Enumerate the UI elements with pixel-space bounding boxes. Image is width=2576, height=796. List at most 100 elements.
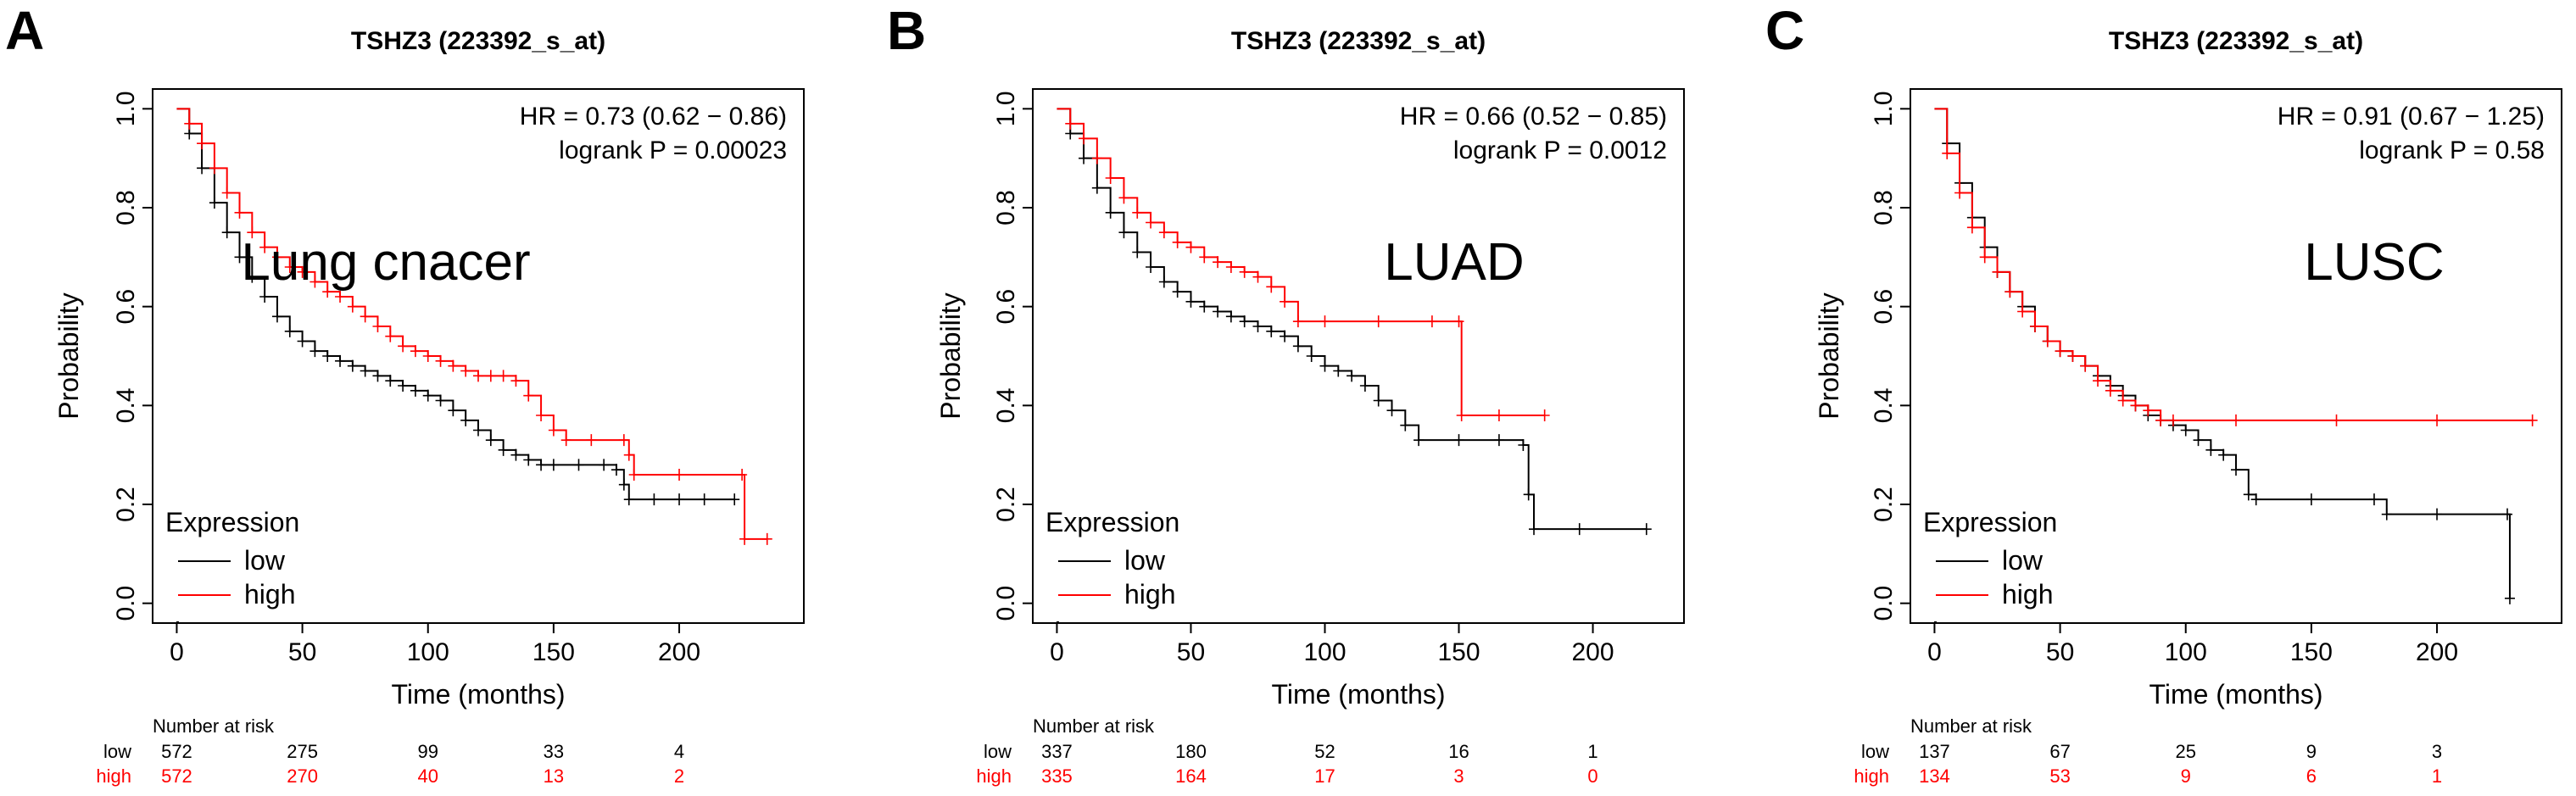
panel-b-series-low-point [1453,434,1464,447]
panel-a-series-low-point [234,251,245,264]
panel-a-risk-count-high: 13 [544,765,564,787]
panel-b-series-high-point [1118,192,1129,204]
panel-b-series-high-point [1239,265,1250,278]
panel-a-risk-row-label-low: low [103,741,131,762]
panel-a-series-high-point [674,469,685,481]
panel-c-series-high-point [2093,375,2104,387]
panel-a-series-low-point [611,464,622,476]
panel-b-series-low-point [1239,315,1250,328]
panel-b-risk-count-low: 52 [1314,741,1335,762]
panel-a-series-low-point [573,459,584,471]
panel-a-series-low-point [649,493,660,506]
panel-a-x-tick-label: 50 [288,638,316,666]
panel-a-risk-title: Number at risk [153,715,275,737]
panel-a-y-tick-label: 0.8 [112,190,140,225]
panel-c-series-high-point [2167,414,2178,426]
panel-a-series-high-point [460,365,471,377]
panel-b-series-low-point [1280,330,1291,342]
panel-a-series-high-point [473,370,483,382]
panel-a-series-high-point [297,265,308,278]
panel-a-series-high-point [628,469,639,481]
panel-b-annotation: LUAD [1384,233,1524,292]
panel-b-y-tick-label: 0.4 [992,387,1020,423]
panel-c-series-high-point [1979,251,1990,264]
panel-b-risk-count-high: 17 [1314,765,1335,787]
panel-c-y-tick-label: 0.2 [1870,487,1898,522]
panel-c-y-axis-label: Probability [1814,292,1844,419]
panel-a-series-low-point [510,448,521,461]
panel-a-series-high-point [536,409,547,421]
panel-a-series-low-point [209,197,220,209]
panel-b-series-low-point [1158,276,1169,288]
panel-b-series-low-point [1172,286,1183,298]
panel-b-series-low-point [1347,370,1358,382]
panel-c-risk-count-high: 1 [2432,765,2442,787]
panel-a-y-tick-label: 0.4 [112,387,140,423]
panel-a-series-high-point [385,330,396,342]
panel-b-series-low-point [1146,261,1157,273]
panel-a-series-low-point [599,459,610,471]
panel-a-series-high-point [398,340,409,353]
panel-a-series-low-point [699,493,710,506]
panel-c-x-tick-label: 100 [2165,638,2207,666]
panel-a-series-low-point [271,310,282,323]
panel-a-x-axis-label: Time (months) [391,679,565,710]
panel-c-risk-count-high: 134 [1919,765,1950,787]
panel-c-series-high-point [1942,147,1953,159]
panel-b-risk-row-label-high: high [976,765,1012,787]
panel-a-series-low-point [618,478,629,491]
panel-a-p-text: logrank P = 0.00023 [559,136,787,164]
panel-a-series-high-point [360,310,371,323]
panel-c-series-high-point [2155,414,2166,426]
panel-b-x-tick-label: 50 [1177,638,1205,666]
panel-a-series-high-point [410,345,421,358]
panel-b-series-low-point [1213,305,1224,318]
panel-c-series-high-point [2105,384,2116,397]
panel-a-series-high-point [761,532,772,545]
panel-b-series-low-point [1132,246,1143,259]
panel-c-x-axis-label: Time (months) [2149,679,2322,710]
panel-b-series-low-point [1118,226,1129,239]
panel-b-risk-count-high: 164 [1175,765,1207,787]
panel-b-series-high-point [1091,152,1102,164]
panel-b-series-low-point [1400,419,1411,431]
panel-a-series-low-point [410,384,421,397]
panel-a-series-high-point [284,261,295,273]
panel-a-legend-dot [176,621,179,624]
panel-a-series-high-point [184,117,195,130]
panel-c-y-tick-label: 0.6 [1870,289,1898,325]
panel-a-series-low-point [473,424,483,437]
panel-a-y-axis-label: Probability [53,292,84,419]
panel-c-x-tick-label: 50 [2046,638,2074,666]
panel-b-series-low-point [1493,434,1504,447]
panel-a-letter: A [5,0,44,61]
panel-b-risk-row-label-low: low [984,741,1012,762]
panel-c-risk-count-high: 53 [2049,765,2070,787]
panel-a-plot-frame [152,88,805,624]
panel-c-legend-label-high: high [2002,579,2054,610]
panel-a-y-tick-label: 0.2 [112,487,140,522]
panel-b-series-high-point [1319,315,1330,328]
panel-a-risk-count-low: 33 [544,741,564,762]
panel-c-series-low-point [2231,464,2241,476]
panel-a-legend-label-high: high [244,579,296,610]
panel-c-series-low-point [2432,508,2443,520]
panel-a-risk-count-low: 4 [674,741,684,762]
panel-a-series-low-point [674,493,685,506]
panel-c-letter: C [1765,0,1804,61]
panel-a-y-tick-label: 0.6 [112,289,140,325]
panel-b-series-low-point [1641,523,1652,536]
panel-b-series-low-point [1079,152,1090,164]
panel-c-series-high-point [2432,414,2443,426]
panel-c-series-high-point [2004,286,2016,298]
panel-b-risk-count-low: 337 [1041,741,1073,762]
panel-b-series-high-point [1493,409,1504,421]
panel-a-x-tick-label: 0 [170,638,184,666]
panel-b-series-low-point [1359,380,1370,392]
panel-b-series-high-point [1079,132,1090,145]
panel-c-series-low-point [2504,592,2515,604]
panel-a-series-low-point [221,226,232,239]
panel-c-legend-title: Expression [1923,507,2057,537]
panel-c-series-low-point [2250,493,2261,506]
panel-a-series-low-point [398,380,409,392]
